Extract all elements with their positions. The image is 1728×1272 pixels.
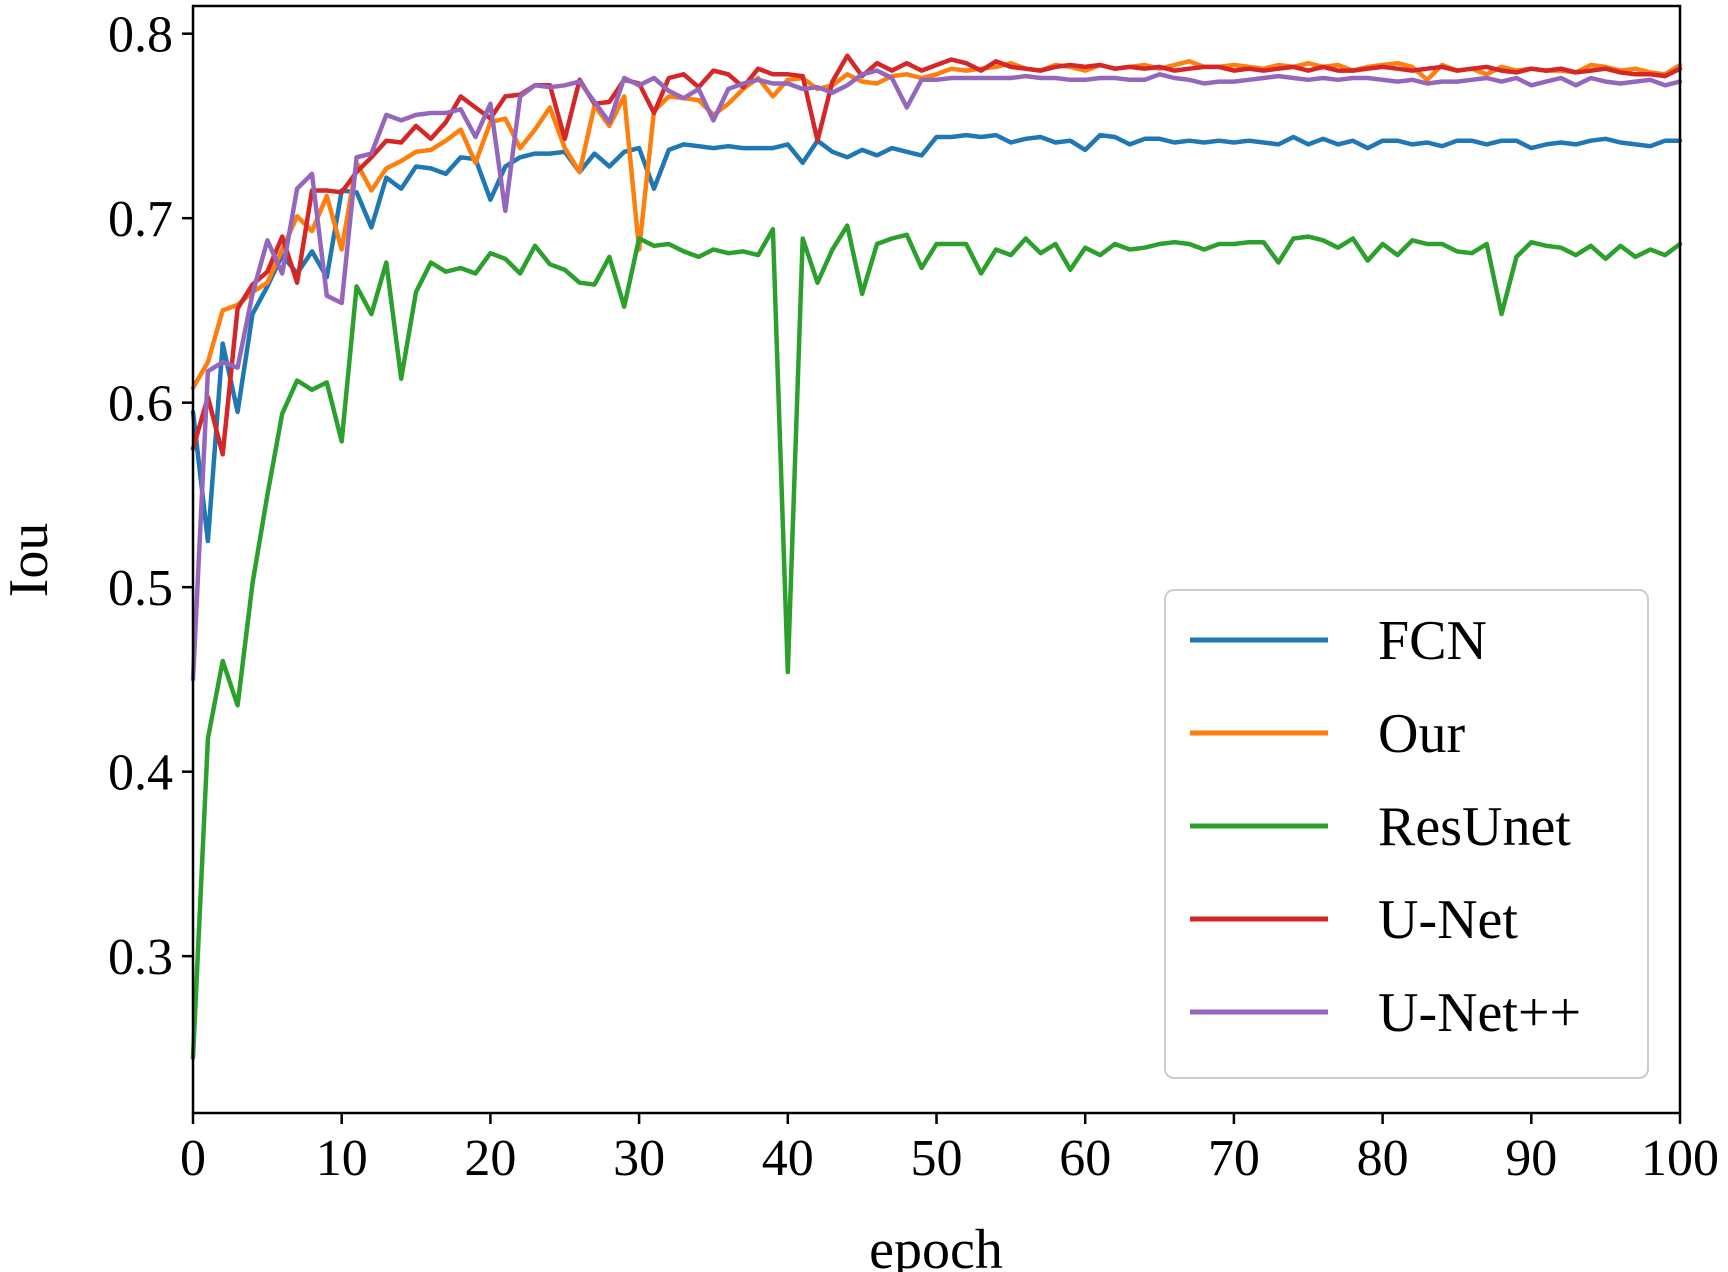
x-tick-label: 90 — [1505, 1130, 1557, 1187]
y-axis-ticks: 0.3 0.4 0.5 0.6 0.7 0.8 — [108, 7, 193, 986]
legend-box — [1164, 589, 1649, 1079]
y-tick-label: 0.8 — [108, 7, 173, 64]
x-tick-label: 100 — [1641, 1130, 1719, 1187]
y-axis-label: Iou — [0, 523, 60, 598]
x-tick-label: 50 — [911, 1130, 963, 1187]
legend-label: Our — [1378, 703, 1465, 765]
y-tick-label: 0.5 — [108, 560, 173, 617]
x-tick-label: 30 — [613, 1130, 665, 1187]
legend-items: FCN Our ResUnet U-Net U-Net++ — [1190, 610, 1581, 1044]
legend: FCN Our ResUnet U-Net U-Net++ — [1164, 589, 1649, 1079]
series-line-fcn — [190, 132, 1683, 544]
x-tick-label: 60 — [1059, 1130, 1111, 1187]
y-tick-label: 0.7 — [108, 191, 173, 248]
x-tick-label: 0 — [180, 1130, 206, 1187]
x-tick-label: 40 — [762, 1130, 814, 1187]
series-layer — [190, 53, 1683, 1060]
legend-label: ResUnet — [1378, 796, 1571, 858]
x-axis-ticks: 0 10 20 30 40 50 60 70 80 90 100 — [180, 1113, 1719, 1187]
x-tick-label: 70 — [1208, 1130, 1260, 1187]
legend-label: U-Net++ — [1378, 982, 1581, 1044]
series-line-our — [190, 59, 1683, 391]
series-line-u-net- — [190, 68, 1683, 682]
y-tick-label: 0.3 — [108, 929, 173, 986]
series-line-resunet — [190, 223, 1683, 1060]
y-tick-label: 0.6 — [108, 376, 173, 433]
legend-label: FCN — [1378, 610, 1487, 672]
x-axis-label: epoch — [869, 1219, 1003, 1272]
x-tick-label: 80 — [1357, 1130, 1409, 1187]
x-tick-label: 20 — [464, 1130, 516, 1187]
y-tick-label: 0.4 — [108, 745, 173, 802]
x-tick-label: 10 — [316, 1130, 368, 1187]
legend-label: U-Net — [1378, 889, 1518, 951]
series-line-u-net — [190, 53, 1683, 457]
